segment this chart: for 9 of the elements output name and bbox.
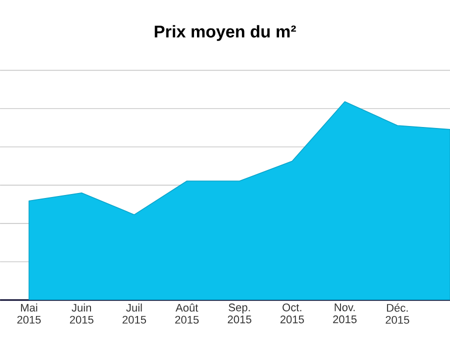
x-tick-label: Déc. 2015 bbox=[386, 304, 410, 324]
x-tick-label: Mai 2015 bbox=[17, 304, 41, 324]
x-tick-label: Juin 2015 bbox=[70, 304, 94, 324]
x-tick-label: Août 2015 bbox=[175, 304, 199, 324]
x-tick-label: Sep. 2015 bbox=[228, 304, 252, 324]
x-tick-label: Oct. 2015 bbox=[280, 304, 304, 324]
chart-title: Prix moyen du m² bbox=[154, 25, 296, 41]
x-tick-label: Juil 2015 bbox=[122, 304, 146, 324]
x-tick-label: Nov. 2015 bbox=[333, 304, 357, 324]
